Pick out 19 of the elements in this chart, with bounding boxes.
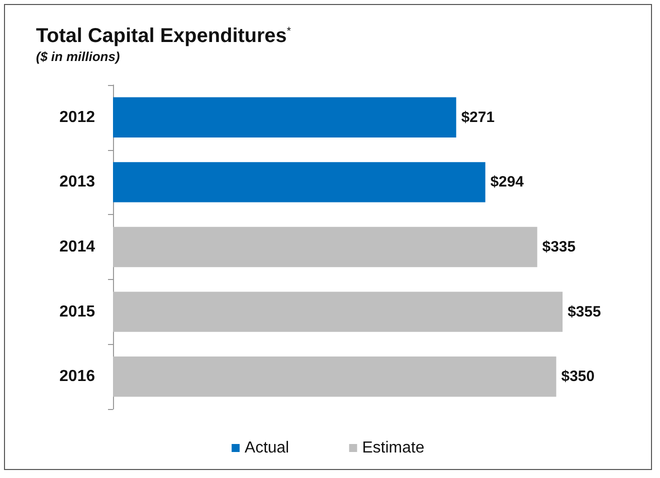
y-tick-label: 2013 <box>59 174 96 191</box>
bar <box>113 226 538 268</box>
legend-label: Estimate <box>362 440 424 456</box>
data-label: $271 <box>461 108 495 126</box>
bar <box>113 292 563 332</box>
y-tick-label: 2015 <box>59 303 96 320</box>
data-label: $350 <box>561 368 595 386</box>
chart-subtitle: ($ in millions) <box>36 49 120 64</box>
bar <box>113 356 556 397</box>
data-label: $355 <box>568 303 601 320</box>
y-tick-label: 2016 <box>59 368 96 386</box>
y-tick-label: 2012 <box>59 108 96 126</box>
legend-label: Actual <box>244 440 290 456</box>
data-label: $294 <box>490 174 524 191</box>
bar <box>113 162 486 202</box>
data-label: $335 <box>542 238 576 256</box>
y-tick-label: 2014 <box>59 238 96 256</box>
bar <box>113 97 456 138</box>
chart-title: Total Capital Expenditures* <box>36 25 292 47</box>
